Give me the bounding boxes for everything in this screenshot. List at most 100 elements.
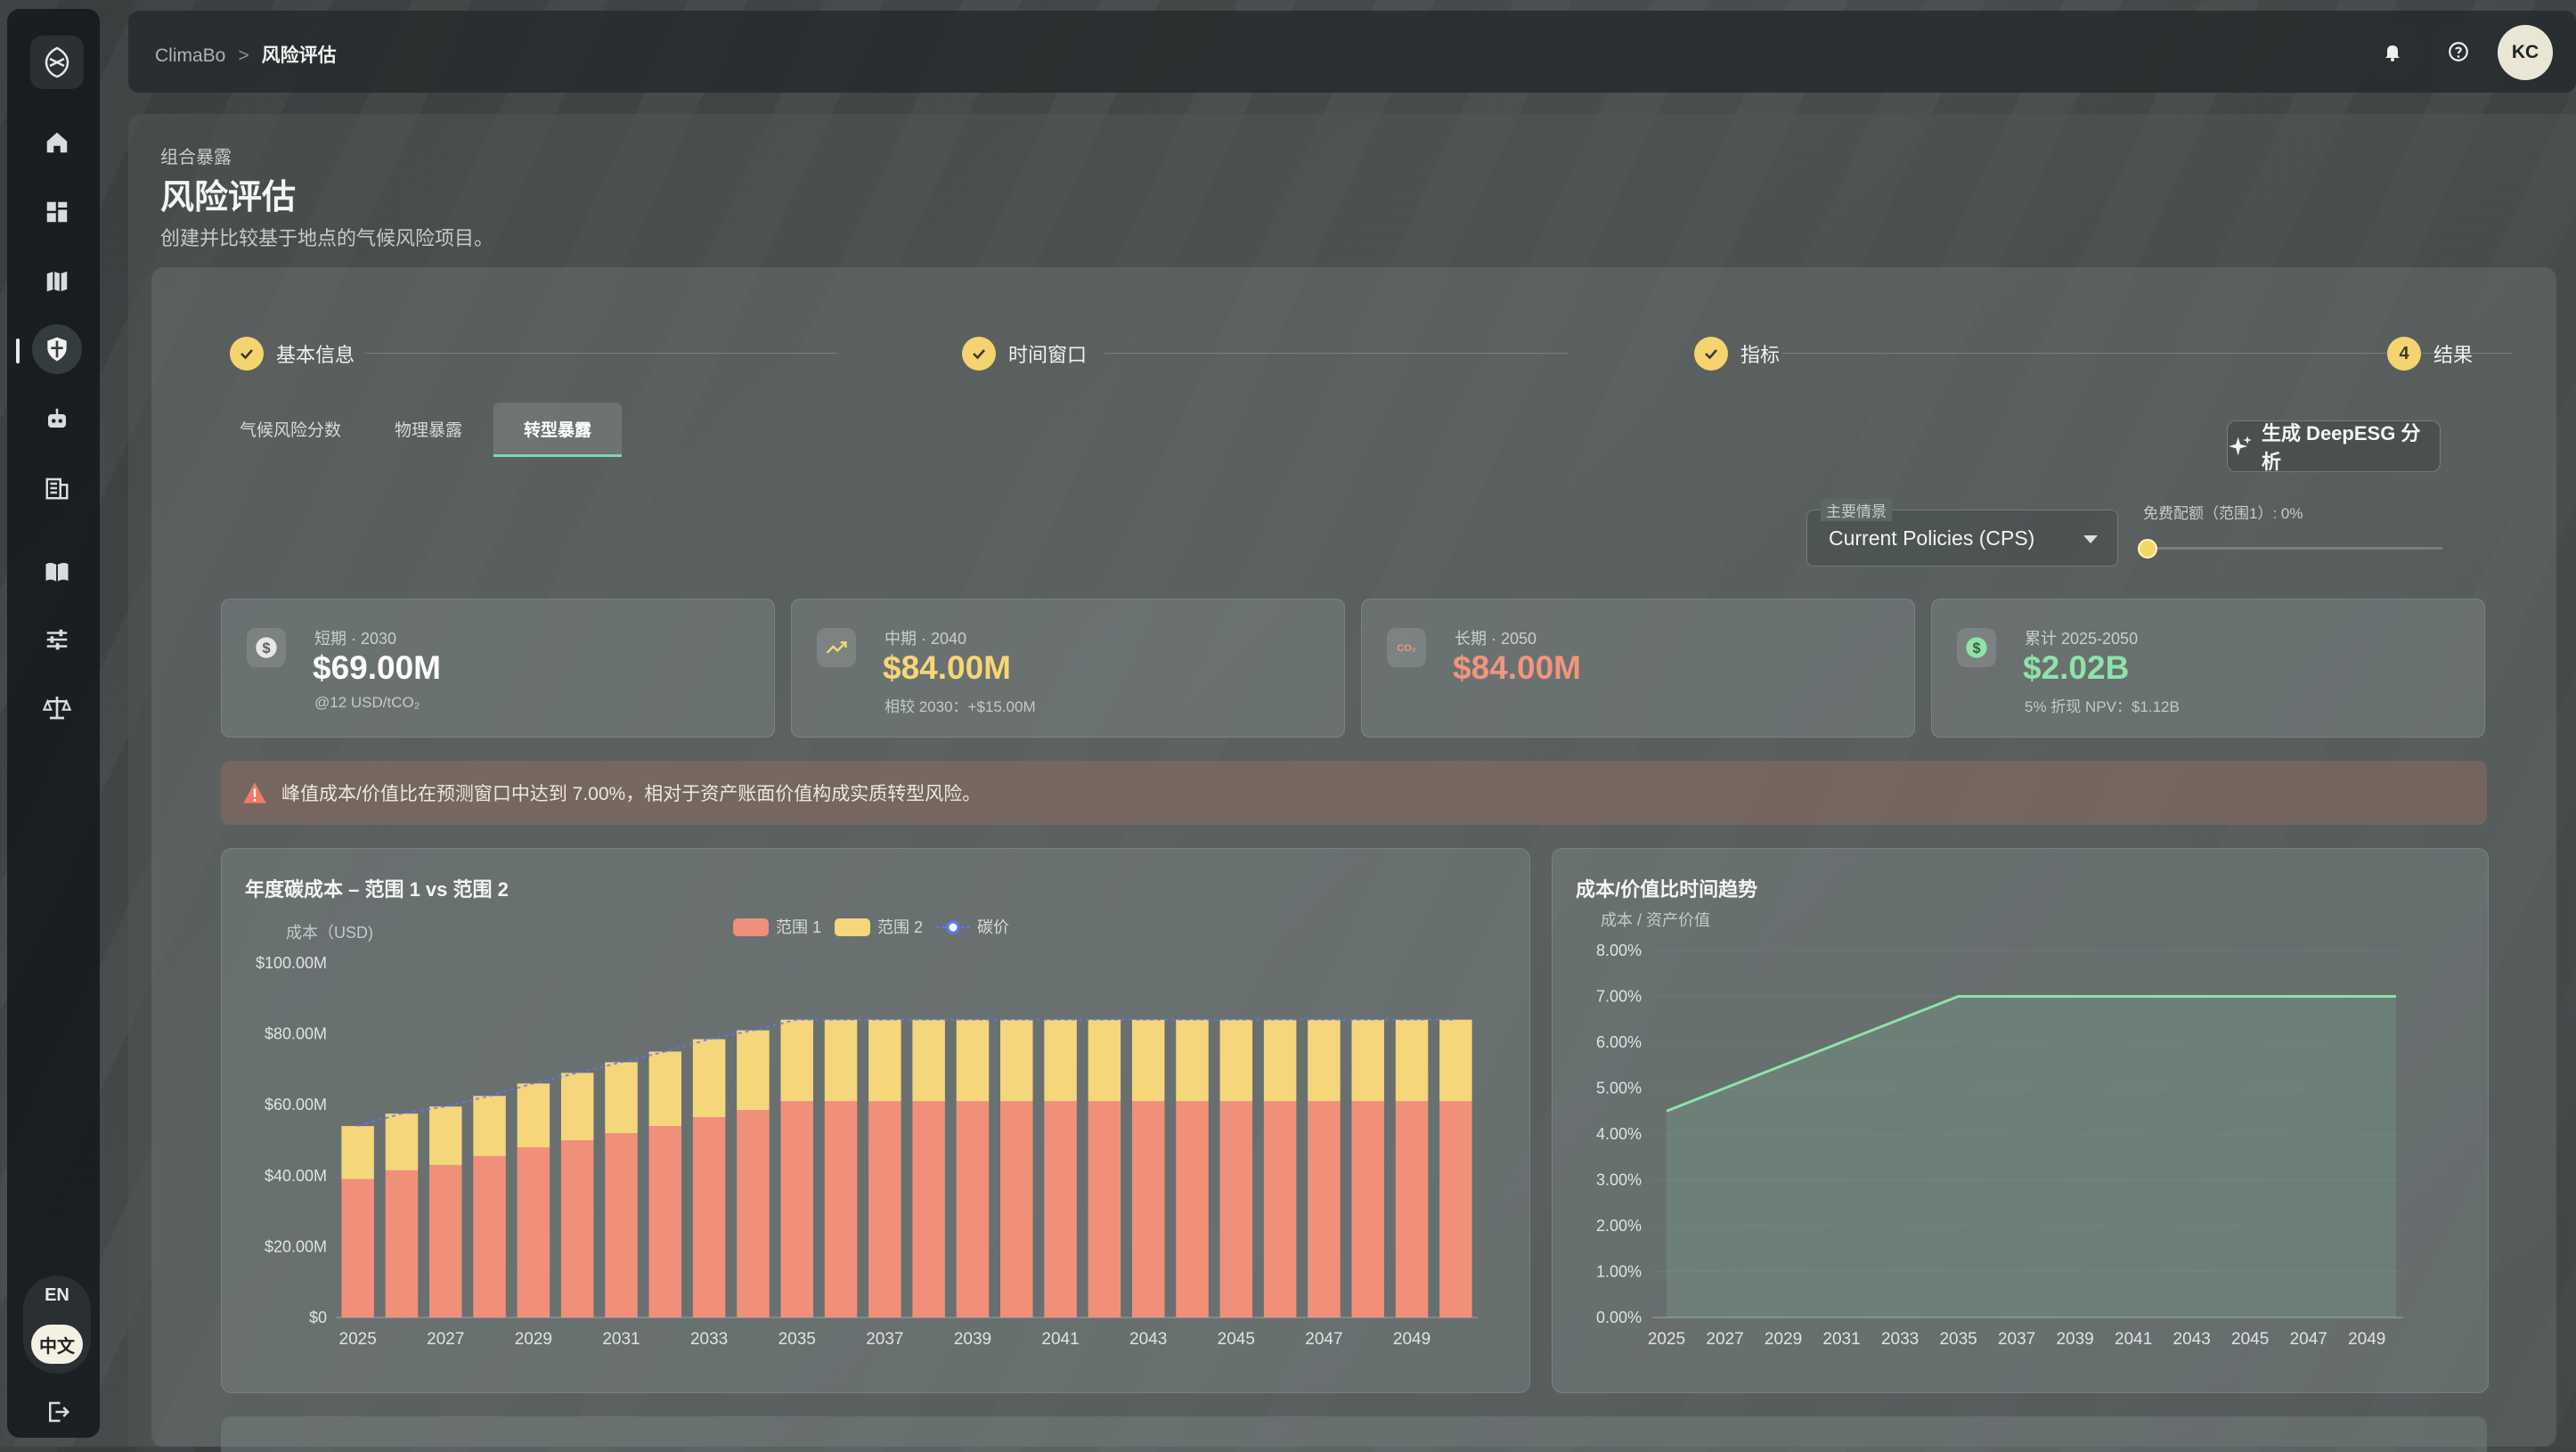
lang-zh-option[interactable]: 中文 xyxy=(31,1325,83,1365)
next-section-card xyxy=(221,1416,2487,1452)
co2-icon: CO₂ xyxy=(1387,628,1426,667)
cost-value-ratio-chart-card: 成本/价值比时间趋势 成本 / 资产价值 0.00% 1.00% 2.00% 3.00%… xyxy=(1552,848,2489,1393)
kpi-value: $69.00M xyxy=(313,649,441,686)
legend-swatch-scope-2 xyxy=(835,918,870,936)
bar-scope-2 xyxy=(517,1083,550,1147)
bar-scope-2 xyxy=(560,1073,594,1140)
logout-icon[interactable] xyxy=(45,1399,71,1430)
step-metrics[interactable]: 指标 xyxy=(1694,337,1780,371)
y-tick-label: 1.00% xyxy=(1596,1263,1642,1281)
alert-text: 峰值成本/价值比在预测窗口中达到 7.00%，相对于资产账面价值构成实质转型风险… xyxy=(281,784,982,804)
x-tick-label: 2037 xyxy=(866,1330,903,1349)
allowance-slider-track[interactable] xyxy=(2145,547,2442,550)
x-tick-label: 2035 xyxy=(779,1330,816,1349)
allowance-label: 免费配额（范围1）: 0% xyxy=(2143,505,2303,522)
active-nav-marker xyxy=(16,339,20,363)
bar-scope-2 xyxy=(1439,1019,1472,1102)
svg-text:CO₂: CO₂ xyxy=(1397,643,1416,654)
bar-scope-1 xyxy=(956,1101,990,1317)
risk-alert-banner: 峰值成本/价值比在预测窗口中达到 7.00%，相对于资产账面价值构成实质转型风险… xyxy=(221,761,2487,825)
bar-scope-1 xyxy=(1263,1101,1297,1317)
help-icon[interactable] xyxy=(2432,25,2485,78)
top-bar: ClimaBo > 风险评估 KC xyxy=(128,11,2576,93)
bar-scope-1 xyxy=(1044,1101,1077,1317)
x-tick-label: 2029 xyxy=(515,1330,552,1349)
language-switcher: EN 中文 xyxy=(23,1276,91,1374)
kpi-value: $84.00M xyxy=(1453,649,1581,686)
x-tick-label: 2035 xyxy=(1939,1330,1977,1349)
sliders-icon[interactable] xyxy=(32,615,82,665)
tab-transition-exposure[interactable]: 转型暴露 xyxy=(493,403,622,457)
x-tick-label: 2047 xyxy=(1305,1330,1342,1349)
ratio-line xyxy=(1666,995,2396,1113)
kpi-label: 累计 2025-2050 xyxy=(2025,630,2139,648)
x-tick-label: 2037 xyxy=(1998,1330,2035,1349)
app-logo-icon[interactable] xyxy=(30,36,84,89)
bar-scope-1 xyxy=(648,1126,682,1317)
y-axis-label: 成本 / 资产价值 xyxy=(1601,911,1710,929)
notification-bell-icon[interactable] xyxy=(2366,25,2419,78)
bar-scope-2 xyxy=(1395,1019,1429,1102)
x-tick-label: 2027 xyxy=(1706,1330,1743,1349)
dashboard-icon[interactable] xyxy=(32,187,82,237)
bar-scope-2 xyxy=(956,1019,990,1102)
x-tick-label: 2049 xyxy=(1393,1330,1431,1349)
bar-scope-2 xyxy=(385,1113,419,1171)
y-tick-label: $40.00M xyxy=(265,1167,327,1185)
trend-up-icon xyxy=(817,628,856,667)
bar-scope-2 xyxy=(692,1039,726,1118)
x-tick-label: 2039 xyxy=(2056,1330,2093,1349)
user-avatar[interactable]: KC xyxy=(2498,25,2553,80)
x-tick-label: 2043 xyxy=(2173,1330,2211,1349)
shield-icon[interactable] xyxy=(32,324,82,374)
lang-en-option[interactable]: EN xyxy=(45,1285,69,1305)
bar-scope-1 xyxy=(1131,1101,1165,1317)
bar-scope-2 xyxy=(1351,1019,1384,1102)
x-tick-label: 2027 xyxy=(427,1330,464,1349)
step-basic-info[interactable]: 基本信息 xyxy=(230,337,355,371)
kpi-sub: @12 USD/tCO₂ xyxy=(314,694,420,711)
x-tick-label: 2041 xyxy=(2115,1330,2152,1349)
step-results[interactable]: 4 结果 xyxy=(2387,337,2473,371)
bar-scope-1 xyxy=(1439,1101,1472,1317)
y-tick-label: 2.00% xyxy=(1596,1217,1642,1235)
bar-scope-2 xyxy=(824,1019,858,1102)
page-title: 风险评估 xyxy=(160,179,297,216)
check-icon xyxy=(230,337,264,371)
legend-swatch-scope-1 xyxy=(733,918,769,936)
robot-icon[interactable] xyxy=(32,394,82,444)
stepper-connector xyxy=(365,353,837,354)
kpi-label: 中期 · 2040 xyxy=(884,630,967,648)
kpi-card-short-term: $ 短期 · 2030 $69.00M @12 USD/tCO₂ xyxy=(221,599,775,738)
chart-title: 年度碳成本 – 范围 1 vs 范围 2 xyxy=(245,878,509,901)
bar-scope-1 xyxy=(473,1155,506,1317)
map-icon[interactable] xyxy=(32,257,82,306)
y-tick-label: 6.00% xyxy=(1596,1033,1642,1051)
breadcrumb-root-link[interactable]: ClimaBo xyxy=(155,45,226,66)
legend-label: 范围 2 xyxy=(877,918,923,936)
bar-scope-1 xyxy=(912,1101,945,1317)
home-icon[interactable] xyxy=(32,118,82,167)
generate-deepesg-button[interactable]: 生成 DeepESG 分析 xyxy=(2227,420,2441,473)
step-time-window[interactable]: 时间窗口 xyxy=(962,337,1087,371)
building-icon[interactable] xyxy=(32,463,82,513)
scenario-select-value: Current Policies (CPS) xyxy=(1829,526,2035,550)
kpi-card-long-term: CO₂ 长期 · 2050 $84.00M xyxy=(1361,599,1915,738)
tab-climate-risk-score[interactable]: 气候风险分数 xyxy=(239,420,341,440)
cost-value-ratio-area-chart: 成本 / 资产价值 0.00% 1.00% 2.00% 3.00% 4.00% 5.00% 6… xyxy=(1596,911,2403,1349)
stepper-connector xyxy=(1781,353,2512,354)
book-icon[interactable] xyxy=(32,547,82,597)
check-icon xyxy=(1694,337,1728,371)
x-tick-label: 2031 xyxy=(1822,1330,1860,1349)
chart-title: 成本/价值比时间趋势 xyxy=(1576,878,1758,901)
bar-scope-2 xyxy=(1000,1019,1033,1102)
kpi-label: 长期 · 2050 xyxy=(1455,630,1537,648)
y-tick-label: $100.00M xyxy=(256,954,327,972)
allowance-slider-thumb[interactable] xyxy=(2138,539,2157,559)
breadcrumb: ClimaBo > 风险评估 xyxy=(155,41,337,68)
bar-scope-1 xyxy=(1308,1101,1341,1317)
y-tick-label: $20.00M xyxy=(265,1237,327,1255)
bar-scope-2 xyxy=(1219,1019,1253,1102)
tab-physical-exposure[interactable]: 物理暴露 xyxy=(394,420,462,440)
scale-icon[interactable] xyxy=(32,682,82,732)
